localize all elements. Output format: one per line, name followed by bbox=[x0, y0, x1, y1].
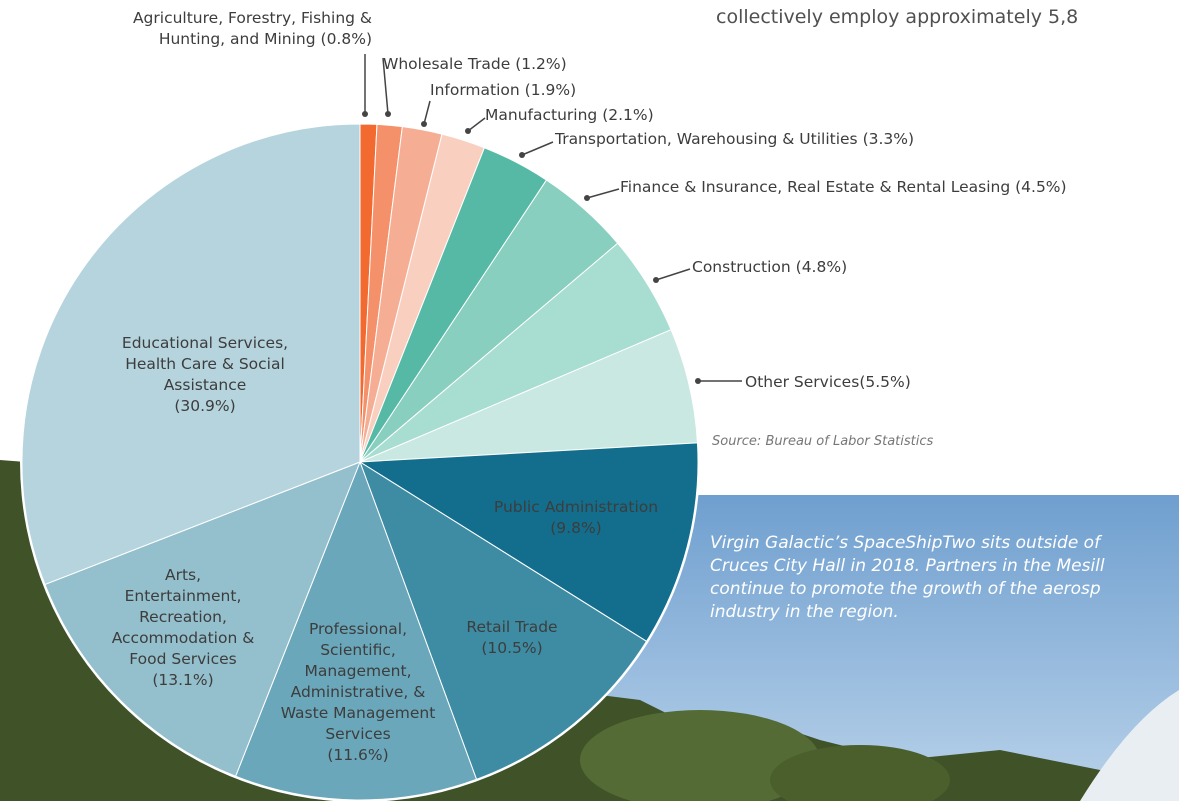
leader-dot bbox=[362, 111, 368, 117]
slice-label: Information (1.9%) bbox=[430, 80, 576, 101]
value-label: (2.1%) bbox=[602, 106, 654, 124]
slice-label: Manufacturing (2.1%) bbox=[485, 105, 654, 126]
value-label: (5.5%) bbox=[859, 373, 911, 391]
caption-line: industry in the region. bbox=[710, 602, 899, 622]
value-label: (13.1%) bbox=[152, 671, 214, 689]
value-label: (11.6%) bbox=[327, 745, 389, 764]
value-label: (4.8%) bbox=[795, 258, 848, 276]
category-name: Wholesale Trade bbox=[383, 55, 511, 73]
value-label: (3.3%) bbox=[862, 130, 915, 148]
leader-line bbox=[586, 188, 620, 199]
caption-line: Cruces City Hall in 2018. Partners in th… bbox=[710, 556, 1105, 576]
slice-label: Agriculture, Forestry, Fishing & Hunting… bbox=[82, 8, 372, 50]
caption-line: Virgin Galactic’s SpaceShipTwo sits outs… bbox=[710, 533, 1101, 553]
category-name: Construction bbox=[692, 258, 791, 276]
slice-label: Transportation, Warehousing & Utilities … bbox=[555, 129, 914, 150]
category-name: Retail Trade bbox=[466, 618, 558, 636]
category-name: Agriculture, Forestry, Fishing & Hunting… bbox=[132, 9, 372, 48]
leader-line bbox=[521, 141, 554, 156]
slice-label: Public Administration (9.8%) bbox=[466, 497, 686, 539]
leader-dot bbox=[421, 121, 427, 127]
value-label: (30.9%) bbox=[174, 397, 236, 415]
slice-label: Construction (4.8%) bbox=[692, 257, 847, 278]
category-name: Educational Services, Health Care & Soci… bbox=[121, 334, 289, 394]
category-name: Other Services bbox=[745, 373, 860, 391]
value-label: (1.9%) bbox=[524, 81, 577, 99]
caption-line: continue to promote the growth of the ae… bbox=[710, 579, 1101, 599]
leader-dot bbox=[584, 195, 590, 201]
category-name: Transportation, Warehousing & Utilities bbox=[555, 130, 858, 148]
slice-label: Finance & Insurance, Real Estate & Renta… bbox=[620, 177, 1067, 198]
leader-dot bbox=[695, 378, 701, 384]
body-text: collectively employ approximately 5,8 bbox=[716, 6, 1079, 28]
pie-slice bbox=[234, 460, 478, 801]
leader-dot bbox=[385, 111, 391, 117]
leader-dot bbox=[465, 128, 471, 134]
slice-label: Arts, Entertainment, Recreation, Accommo… bbox=[108, 565, 258, 691]
slice-label: Other Services(5.5%) bbox=[745, 372, 911, 393]
category-name: Arts, Entertainment, Recreation, Accommo… bbox=[111, 566, 255, 668]
leader-line bbox=[655, 268, 691, 281]
pie-slice bbox=[359, 460, 648, 780]
slice-label: Wholesale Trade (1.2%) bbox=[383, 54, 567, 75]
category-name: Professional, Scientific, Management, Ad… bbox=[280, 619, 436, 743]
leader-dot bbox=[653, 277, 659, 283]
category-name: Information bbox=[430, 81, 520, 99]
category-name: Finance & Insurance, Real Estate & Renta… bbox=[620, 178, 1011, 196]
leader-line bbox=[423, 100, 431, 125]
category-name: Manufacturing bbox=[485, 106, 598, 124]
tree bbox=[770, 745, 950, 801]
value-label: (1.2%) bbox=[515, 55, 567, 73]
slice-label: Professional, Scientific, Management, Ad… bbox=[278, 619, 438, 766]
leader-line bbox=[382, 57, 389, 115]
pie-slice bbox=[358, 442, 699, 643]
value-label: (0.8%) bbox=[320, 30, 372, 48]
slice-label: Retail Trade (10.5%) bbox=[447, 617, 577, 659]
tree bbox=[580, 710, 820, 801]
value-label: (10.5%) bbox=[481, 639, 543, 657]
source: Source: Bureau of Labor Statistics bbox=[712, 434, 934, 449]
leader-dot bbox=[519, 152, 525, 158]
pie-slice bbox=[21, 123, 361, 586]
leader-line bbox=[467, 117, 486, 132]
caption: Virgin Galactic’s SpaceShipTwo sits outs… bbox=[710, 532, 1105, 624]
value-label: (9.8%) bbox=[550, 519, 602, 537]
category-name: Public Administration bbox=[493, 498, 659, 516]
slice-label: Educational Services, Health Care & Soci… bbox=[95, 333, 315, 417]
pie-slice bbox=[44, 461, 361, 777]
value-label: (4.5%) bbox=[1015, 178, 1067, 196]
spaceship bbox=[1080, 690, 1179, 801]
